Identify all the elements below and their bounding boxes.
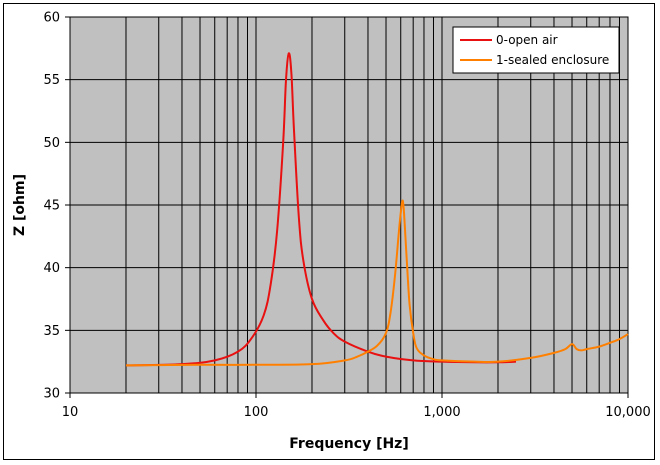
x-tick-label: 100 xyxy=(244,405,269,420)
x-tick-label: 10 xyxy=(62,405,79,420)
y-axis-title: Z [ohm] xyxy=(12,174,28,236)
legend-label-open-air: 0-open air xyxy=(496,33,558,47)
y-tick-label: 35 xyxy=(43,324,60,339)
x-tick-label: 1,000 xyxy=(423,405,460,420)
series-lines xyxy=(125,52,629,367)
x-tick-label: 10,000 xyxy=(605,405,651,420)
series-line-0 xyxy=(125,52,517,367)
y-tick-label: 40 xyxy=(43,261,60,276)
series-line-1 xyxy=(125,199,629,367)
y-tick-label: 30 xyxy=(43,387,60,402)
y-tick-label: 50 xyxy=(43,136,60,151)
x-axis-title: Frequency [Hz] xyxy=(289,436,408,452)
legend-label-sealed-enclosure: 1-sealed enclosure xyxy=(496,53,609,67)
y-tick-label: 55 xyxy=(43,73,60,88)
y-tick-label: 60 xyxy=(43,11,60,26)
y-tick-label: 45 xyxy=(43,199,60,214)
legend: 0-open air 1-sealed enclosure xyxy=(452,26,620,74)
tick-labels: 30 35 40 45 50 55 60 10 100 1,000 10,000 xyxy=(43,11,650,421)
legend-box xyxy=(452,26,620,74)
